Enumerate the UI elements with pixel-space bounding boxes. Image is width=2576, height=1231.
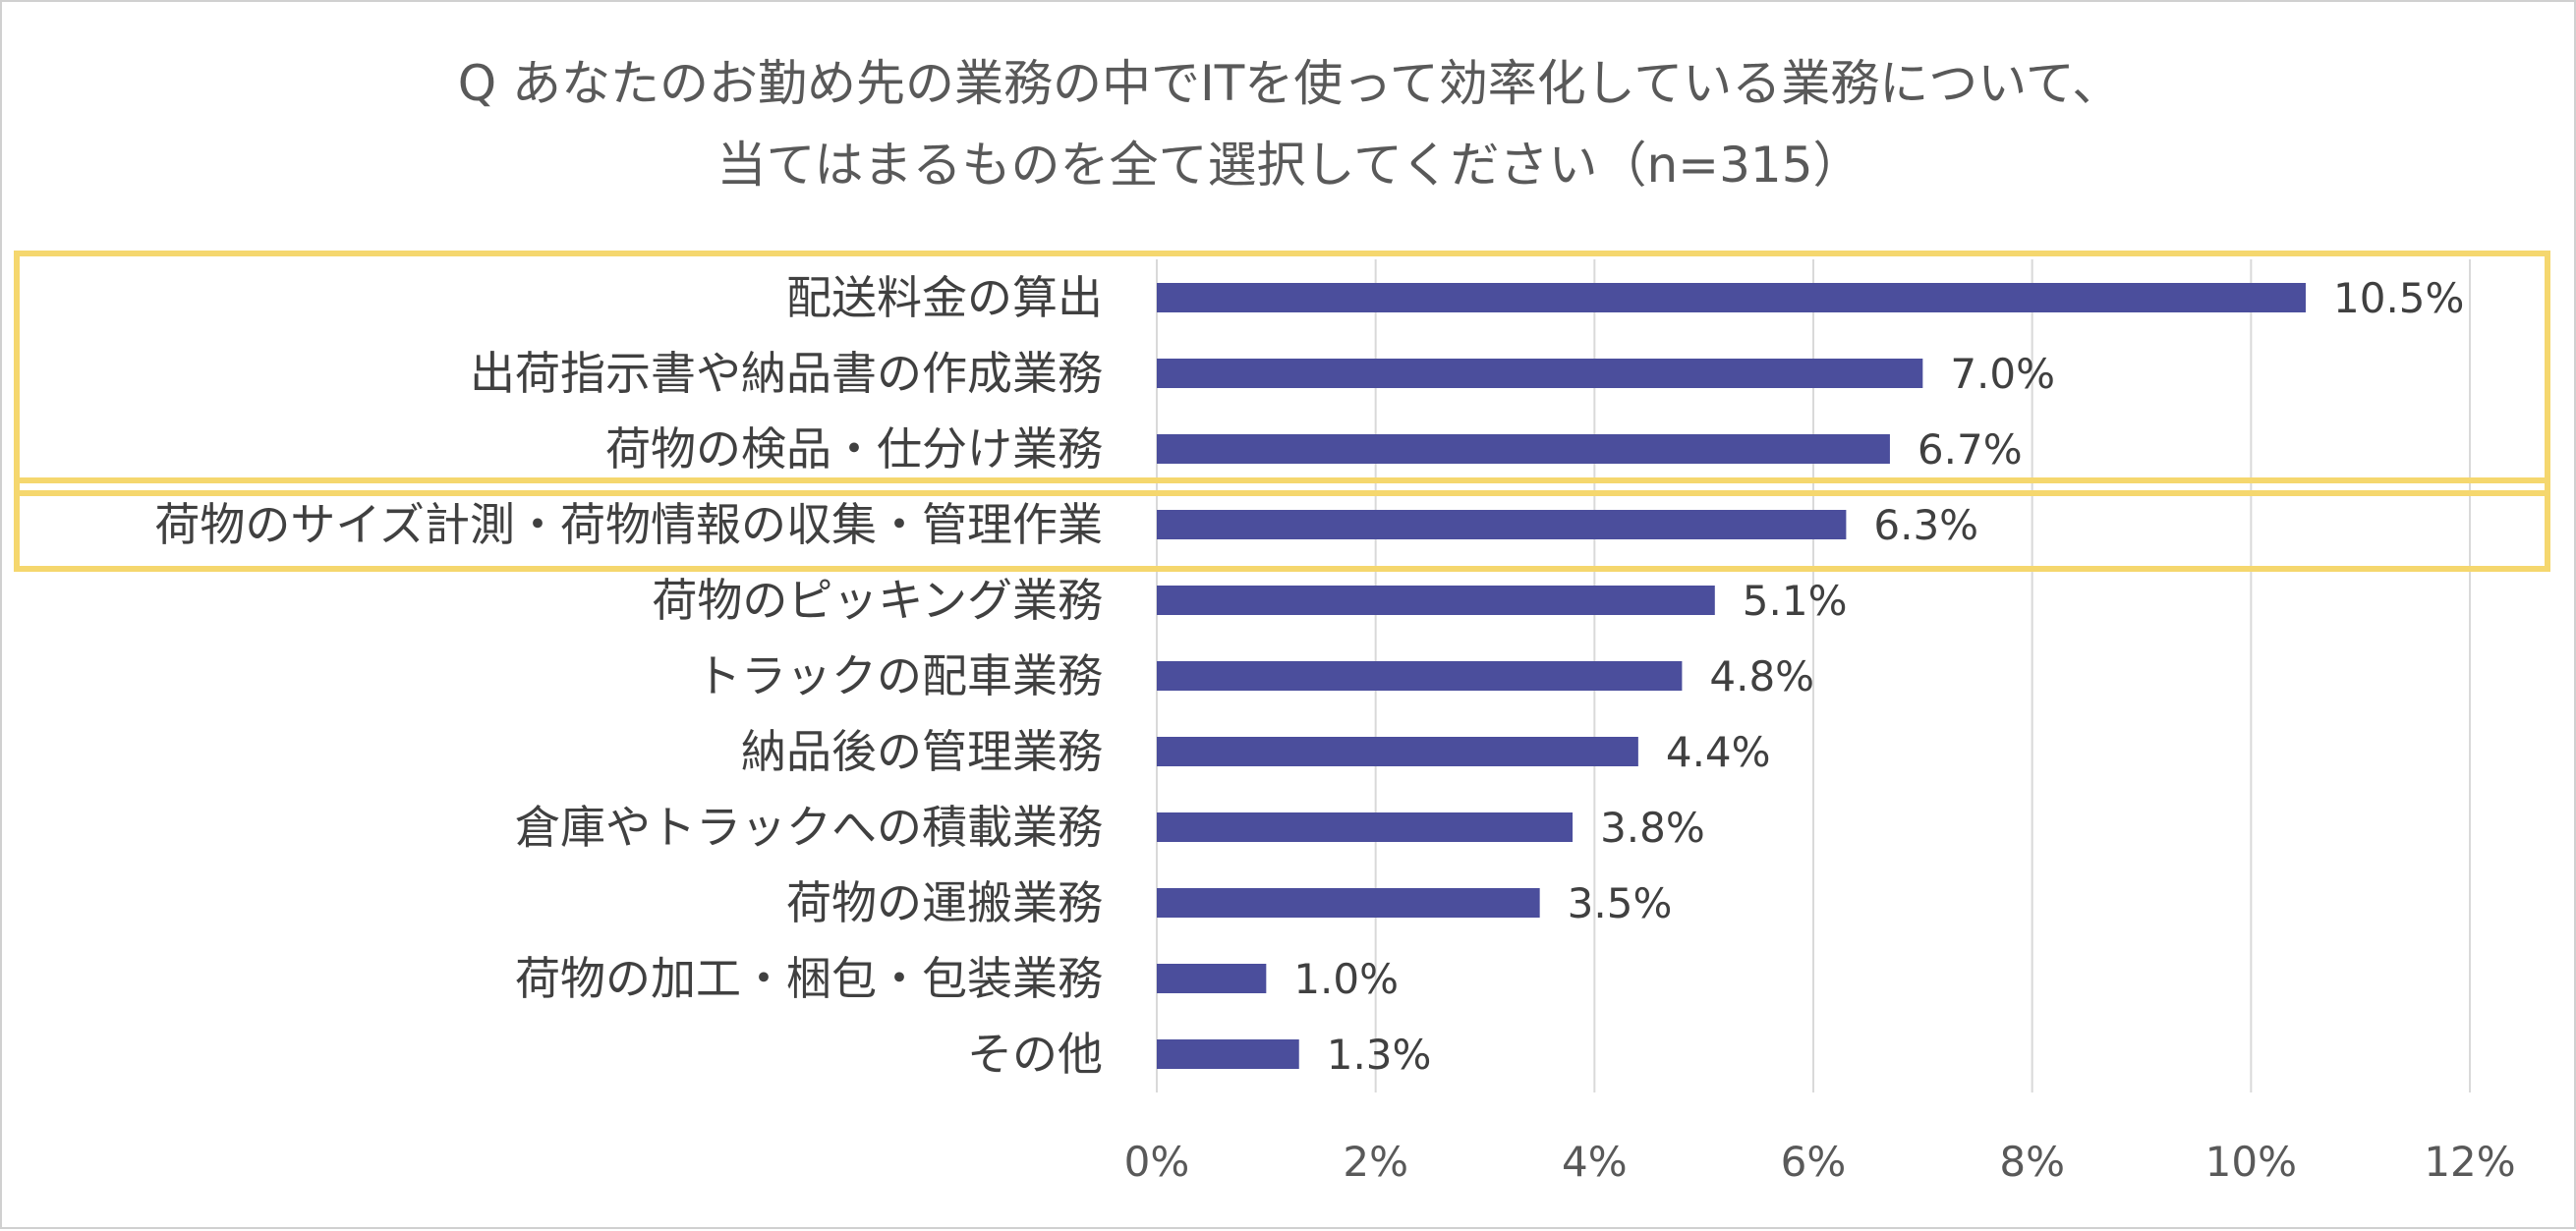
chart-title-line-2: 当てはまるものを全て選択してください（n=315） — [716, 137, 1861, 194]
bar — [1157, 510, 1847, 539]
data-label: 3.8% — [1600, 804, 1705, 852]
category-label: 倉庫やトラックへの積載業務 — [515, 801, 1103, 854]
bar — [1157, 359, 1923, 388]
highlight-box-1 — [14, 477, 2550, 572]
value-labels: 10.5% 7.0% 6.7% 6.3% 5.1% 4.8% 4.4% 3.8% 3.5% 1.0… — [1293, 274, 2464, 1079]
x-tick-label: 4% — [1562, 1138, 1628, 1186]
category-label: 荷物の運搬業務 — [786, 876, 1103, 929]
x-tick-label: 10% — [2205, 1138, 2297, 1186]
category-labels: 配送料金の算出出荷指示書や納品書の作成業務荷物の検品・仕分け業務荷物のサイズ計測… — [154, 271, 1103, 1081]
data-label: 4.4% — [1666, 728, 1771, 776]
category-label: 納品後の管理業務 — [741, 725, 1103, 778]
x-tick-label: 12% — [2424, 1138, 2515, 1186]
bar — [1157, 812, 1574, 842]
chart-title-line-1: Q あなたのお勤め先の業務の中でITを使って効率化している業務について、 — [458, 55, 2122, 112]
x-tick-label: 2% — [1343, 1138, 1408, 1186]
category-label: トラックの配車業務 — [696, 649, 1103, 702]
bars — [1157, 283, 2306, 1069]
bar — [1157, 283, 2306, 312]
x-tick-label: 0% — [1124, 1138, 1190, 1186]
category-label: 配送料金の算出 — [786, 271, 1103, 324]
bar — [1157, 737, 1638, 766]
data-label: 5.1% — [1743, 577, 1848, 625]
bar — [1157, 964, 1267, 993]
bar — [1157, 888, 1540, 918]
chart-title: Q あなたのお勤め先の業務の中でITを使って効率化している業務について、 当ては… — [458, 55, 2122, 194]
category-label: 出荷指示書や納品書の作成業務 — [470, 347, 1103, 400]
data-label: 7.0% — [1950, 350, 2055, 398]
data-label: 6.7% — [1918, 425, 2023, 474]
data-label: 1.0% — [1293, 955, 1399, 1003]
data-label: 10.5% — [2333, 274, 2464, 322]
highlight-boxes — [14, 251, 2550, 572]
bar — [1157, 434, 1890, 464]
x-tick-label: 6% — [1781, 1138, 1847, 1186]
data-label: 4.8% — [1709, 652, 1814, 700]
category-label: 荷物のピッキング業務 — [652, 574, 1103, 627]
bar — [1157, 586, 1715, 615]
bar — [1157, 661, 1683, 691]
highlight-box-0 — [14, 251, 2550, 496]
bar — [1157, 1039, 1299, 1069]
category-label: その他 — [967, 1028, 1103, 1081]
x-tick-label: 8% — [1999, 1138, 2065, 1186]
data-label: 6.3% — [1873, 501, 1978, 549]
category-label: 荷物のサイズ計測・荷物情報の収集・管理作業 — [154, 498, 1103, 551]
category-label: 荷物の検品・仕分け業務 — [605, 422, 1103, 476]
data-label: 1.3% — [1327, 1031, 1432, 1079]
category-label: 荷物の加工・梱包・包装業務 — [515, 952, 1103, 1005]
data-label: 3.5% — [1568, 879, 1673, 927]
x-axis-tick-labels: 0% 2% 4% 6% 8% 10% 12% — [1124, 1138, 2516, 1186]
